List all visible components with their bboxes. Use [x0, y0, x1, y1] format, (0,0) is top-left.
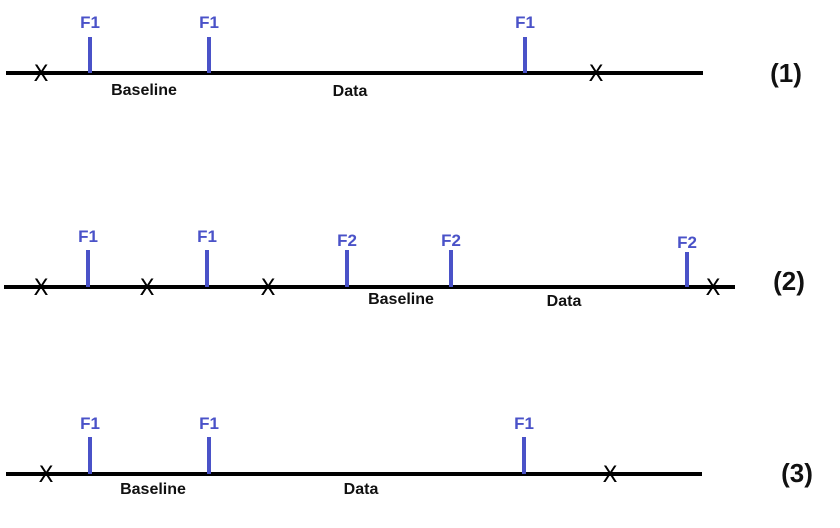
timeline-3: F1 F1 F1 X X Baseline Data (3)	[6, 414, 813, 498]
timeline-2: F1 F1 F2 F2 F2 X X X X Baseline Data (2)	[4, 227, 805, 310]
timeline-3-number: (3)	[781, 458, 813, 488]
timeline-3-data-label: Data	[344, 481, 379, 498]
timeline-3-cross-1: X	[38, 463, 53, 488]
timeline-3-cross-2: X	[602, 463, 617, 488]
timeline-2-cross-3: X	[260, 276, 275, 301]
timeline-3-baseline-label: Baseline	[120, 481, 186, 498]
timeline-1-marker-3	[523, 37, 527, 73]
timeline-3-marker-2-label: F1	[199, 414, 219, 433]
timeline-1-cross-2: X	[588, 62, 603, 87]
timeline-1-marker-2	[207, 37, 211, 73]
timeline-2-marker-4-label: F2	[441, 231, 461, 250]
timeline-2-cross-2: X	[139, 276, 154, 301]
timeline-3-marker-2	[207, 437, 211, 474]
timeline-2-marker-5-label: F2	[677, 233, 697, 252]
timeline-1-number: (1)	[770, 58, 802, 88]
timeline-1-cross-1: X	[33, 62, 48, 87]
timeline-2-number: (2)	[773, 266, 805, 296]
timeline-1-marker-2-label: F1	[199, 13, 219, 32]
timeline-2-marker-5	[685, 252, 689, 287]
timeline-1-marker-3-label: F1	[515, 13, 535, 32]
timeline-2-cross-1: X	[33, 276, 48, 301]
timeline-2-baseline-label: Baseline	[368, 291, 434, 308]
timeline-1-marker-1-label: F1	[80, 13, 100, 32]
timeline-2-marker-2-label: F1	[197, 227, 217, 246]
timeline-3-marker-3-label: F1	[514, 414, 534, 433]
timeline-2-cross-4: X	[705, 276, 720, 301]
timeline-2-marker-1	[86, 250, 90, 287]
timeline-2-marker-2	[205, 250, 209, 287]
timeline-2-data-label: Data	[547, 293, 582, 310]
timeline-2-marker-3-label: F2	[337, 231, 357, 250]
timeline-2-marker-3	[345, 250, 349, 287]
timeline-3-marker-1-label: F1	[80, 414, 100, 433]
timeline-3-marker-3	[522, 437, 526, 474]
timeline-2-marker-4	[449, 250, 453, 287]
timeline-1-baseline-label: Baseline	[111, 82, 177, 99]
timeline-1-data-label: Data	[333, 83, 368, 100]
timeline-3-marker-1	[88, 437, 92, 474]
timeline-2-marker-1-label: F1	[78, 227, 98, 246]
timeline-1-marker-1	[88, 37, 92, 73]
timeline-1: F1 F1 F1 X X Baseline Data (1)	[6, 13, 802, 100]
